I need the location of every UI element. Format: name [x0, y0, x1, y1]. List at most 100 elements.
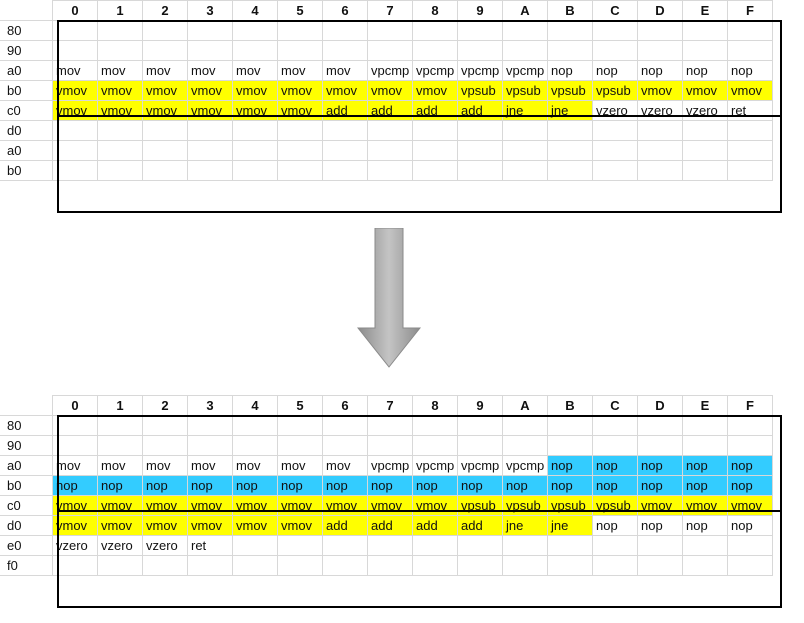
- instruction-cell: [637, 20, 683, 41]
- instruction-cell: [187, 40, 233, 61]
- row-address-label: f0: [0, 555, 53, 576]
- instruction-cell: [97, 40, 143, 61]
- instruction-cell: [142, 120, 188, 141]
- instruction-cell: vpcmp: [457, 455, 503, 476]
- instruction-cell: [547, 415, 593, 436]
- column-header: 1: [97, 0, 143, 21]
- instruction-cell: [322, 140, 368, 161]
- instruction-cell: [592, 415, 638, 436]
- column-header: D: [637, 395, 683, 416]
- instruction-cell: vmov: [277, 515, 323, 536]
- instruction-cell: [142, 140, 188, 161]
- instruction-cell: vmov: [52, 100, 98, 121]
- instruction-cell: vpcmp: [502, 455, 548, 476]
- table-row: d0: [0, 120, 773, 141]
- instruction-cell: [547, 555, 593, 576]
- instruction-cell: [727, 435, 773, 456]
- instruction-cell: nop: [592, 60, 638, 81]
- instruction-cell: [547, 120, 593, 141]
- instruction-cell: vzero: [52, 535, 98, 556]
- table-row: 80: [0, 415, 773, 436]
- table-row: 90: [0, 40, 773, 61]
- row-address-label: b0: [0, 160, 53, 181]
- instruction-cell: [232, 120, 278, 141]
- instruction-cell: vpcmp: [412, 455, 458, 476]
- column-header: F: [727, 395, 773, 416]
- instruction-cell: vmov: [52, 80, 98, 101]
- instruction-cell: [412, 20, 458, 41]
- instruction-cell: nop: [727, 455, 773, 476]
- instruction-cell: vpsub: [592, 495, 638, 516]
- instruction-cell: vmov: [412, 80, 458, 101]
- instruction-cell: [142, 555, 188, 576]
- instruction-cell: vpcmp: [412, 60, 458, 81]
- column-header: 0: [52, 395, 98, 416]
- instruction-cell: vmov: [682, 495, 728, 516]
- instruction-cell: [457, 160, 503, 181]
- instruction-cell: [457, 40, 503, 61]
- instruction-cell: [457, 20, 503, 41]
- table-row: a0 mov mov mov mov mov mov mov vpcmp vpcmp vpcmp vp…: [0, 455, 773, 476]
- instruction-cell: [232, 40, 278, 61]
- column-header: D: [637, 0, 683, 21]
- column-header: 2: [142, 0, 188, 21]
- instruction-cell: [367, 40, 413, 61]
- instruction-cell: jne: [547, 515, 593, 536]
- instruction-cell: [97, 120, 143, 141]
- row-address-label: b0: [0, 80, 53, 101]
- instruction-cell: [547, 535, 593, 556]
- instruction-cell: [727, 20, 773, 41]
- instruction-cell: vpsub: [457, 495, 503, 516]
- instruction-cell: [592, 555, 638, 576]
- table-row: f0: [0, 555, 773, 576]
- instruction-cell: vmov: [232, 515, 278, 536]
- instruction-cell: vmov: [637, 80, 683, 101]
- instruction-cell: [97, 555, 143, 576]
- instruction-cell: nop: [97, 475, 143, 496]
- instruction-cell: [457, 535, 503, 556]
- column-header: F: [727, 0, 773, 21]
- instruction-cell: add: [412, 100, 458, 121]
- instruction-cell: [277, 140, 323, 161]
- row-address-label: d0: [0, 120, 53, 141]
- instruction-cell: [97, 160, 143, 181]
- instruction-cell: [727, 555, 773, 576]
- instruction-cell: nop: [412, 475, 458, 496]
- before-table: 0 1 2 3 4 5 6 7 8 9 A B C D E F 80 90 a0 mo…: [0, 0, 773, 181]
- instruction-cell: [637, 120, 683, 141]
- instruction-cell: nop: [637, 475, 683, 496]
- instruction-cell: nop: [637, 60, 683, 81]
- instruction-cell: mov: [187, 455, 233, 476]
- instruction-cell: ret: [187, 535, 233, 556]
- instruction-cell: [187, 20, 233, 41]
- instruction-cell: vpsub: [502, 495, 548, 516]
- instruction-cell: [142, 20, 188, 41]
- instruction-cell: [97, 415, 143, 436]
- instruction-cell: [52, 415, 98, 436]
- instruction-cell: nop: [322, 475, 368, 496]
- table-row: a0: [0, 140, 773, 161]
- row-address-label: a0: [0, 60, 53, 81]
- instruction-cell: [367, 140, 413, 161]
- instruction-cell: vzero: [592, 100, 638, 121]
- instruction-cell: vmov: [97, 100, 143, 121]
- instruction-cell: [502, 160, 548, 181]
- instruction-cell: nop: [502, 475, 548, 496]
- instruction-cell: [52, 555, 98, 576]
- table-row: c0 vmov vmov vmov vmov vmov vmov add add add add jn…: [0, 100, 773, 121]
- instruction-cell: nop: [682, 60, 728, 81]
- instruction-cell: mov: [187, 60, 233, 81]
- instruction-cell: nop: [457, 475, 503, 496]
- instruction-cell: add: [412, 515, 458, 536]
- after-table: 0 1 2 3 4 5 6 7 8 9 A B C D E F 80 90 a0 mo…: [0, 395, 773, 576]
- instruction-cell: [502, 435, 548, 456]
- instruction-cell: [727, 120, 773, 141]
- instruction-cell: vpsub: [547, 80, 593, 101]
- instruction-cell: nop: [592, 515, 638, 536]
- instruction-cell: mov: [277, 455, 323, 476]
- instruction-cell: [502, 415, 548, 436]
- instruction-cell: [412, 40, 458, 61]
- instruction-cell: vmov: [727, 80, 773, 101]
- table-row: b0 nop nop nop nop nop nop nop nop nop nop nop nop no…: [0, 475, 773, 496]
- instruction-cell: [457, 140, 503, 161]
